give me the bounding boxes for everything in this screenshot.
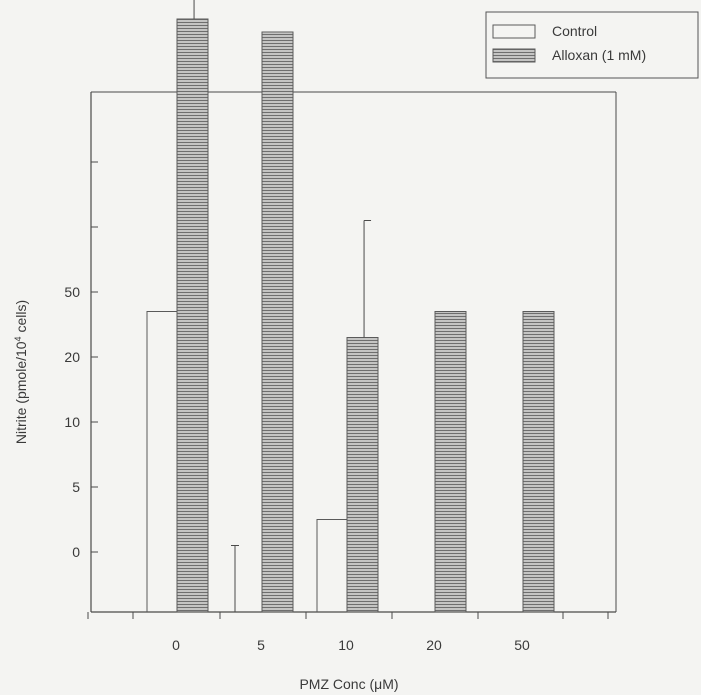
y-tick-label: 10 [64,414,80,430]
legend-swatch-alloxan [492,48,536,63]
bar-alloxan [176,18,209,613]
x-axis-ticks: 0 5 10 20 50 [87,612,609,653]
y-tick-label: 5 [72,479,80,495]
y-axis-title-main: Nitrite (pmole/10 [13,341,29,444]
x-tick-label: 0 [172,637,180,653]
y-tick-label: 20 [64,349,80,365]
legend: Control Alloxan (1 mM) [485,11,699,79]
x-tick-label: 10 [338,637,354,653]
error-bars [193,0,372,612]
x-tick-label: 50 [514,637,530,653]
bar-alloxan [261,31,294,613]
bar-alloxan [346,337,379,613]
bar-control [316,519,348,612]
x-axis-title: PMZ Conc (μM) [299,676,398,692]
x-tick-label: 20 [426,637,442,653]
y-axis-title-tail: cells) [13,300,29,337]
legend-swatch-control [492,24,536,39]
bar-control [146,311,178,612]
bar-series [146,18,555,613]
y-tick-label: 50 [64,284,80,300]
bar-alloxan [434,311,467,613]
legend-box [485,11,699,79]
y-axis-ticks: 0 5 10 20 50 [64,161,98,560]
y-axis-title-sup: 4 [13,336,23,341]
legend-label-control: Control [552,23,597,39]
legend-label-alloxan: Alloxan (1 mM) [552,47,646,63]
x-tick-label: 5 [257,637,265,653]
bar-alloxan [522,311,555,613]
y-tick-label: 0 [72,544,80,560]
y-axis-title: Nitrite (pmole/104 cells) [13,300,29,444]
